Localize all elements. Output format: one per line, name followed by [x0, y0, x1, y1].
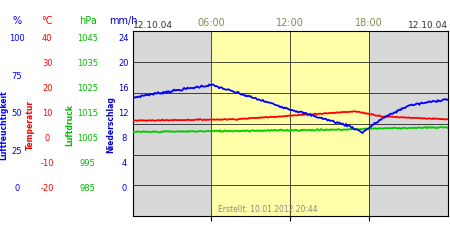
Text: %: % — [13, 16, 22, 26]
Text: 1005: 1005 — [77, 134, 98, 143]
Text: 10: 10 — [42, 109, 53, 118]
Text: 8: 8 — [121, 134, 126, 143]
Text: 100: 100 — [9, 34, 25, 43]
Text: Luftfeuchtigkeit: Luftfeuchtigkeit — [0, 90, 8, 160]
Text: Niederschlag: Niederschlag — [106, 96, 115, 154]
Bar — [212, 31, 369, 216]
Text: 1045: 1045 — [77, 34, 98, 43]
Text: 75: 75 — [12, 72, 22, 81]
Text: 0: 0 — [14, 184, 20, 193]
Text: 0: 0 — [121, 184, 126, 193]
Text: 20: 20 — [118, 59, 129, 68]
Text: Luftdruck: Luftdruck — [65, 104, 74, 146]
Text: 12.10.04: 12.10.04 — [408, 21, 448, 30]
Text: 4: 4 — [121, 159, 126, 168]
Text: 995: 995 — [80, 159, 95, 168]
Text: 1035: 1035 — [77, 59, 98, 68]
Text: 30: 30 — [42, 59, 53, 68]
Text: 12: 12 — [118, 109, 129, 118]
Text: 0: 0 — [45, 134, 50, 143]
Text: 985: 985 — [80, 184, 96, 193]
Text: 25: 25 — [12, 147, 22, 156]
Text: °C: °C — [41, 16, 53, 26]
Text: hPa: hPa — [79, 16, 97, 26]
Text: 20: 20 — [42, 84, 53, 93]
Text: 1015: 1015 — [77, 109, 98, 118]
Text: 24: 24 — [118, 34, 129, 43]
Text: -20: -20 — [40, 184, 54, 193]
Text: mm/h: mm/h — [109, 16, 138, 26]
Text: 12.10.04: 12.10.04 — [133, 21, 173, 30]
Text: 40: 40 — [42, 34, 53, 43]
Text: -10: -10 — [40, 159, 54, 168]
Text: Erstellt: 10.01.2012 20:44: Erstellt: 10.01.2012 20:44 — [218, 205, 318, 214]
Text: Temperatur: Temperatur — [26, 100, 35, 150]
Text: 50: 50 — [12, 109, 22, 118]
Text: 16: 16 — [118, 84, 129, 93]
Text: 1025: 1025 — [77, 84, 98, 93]
